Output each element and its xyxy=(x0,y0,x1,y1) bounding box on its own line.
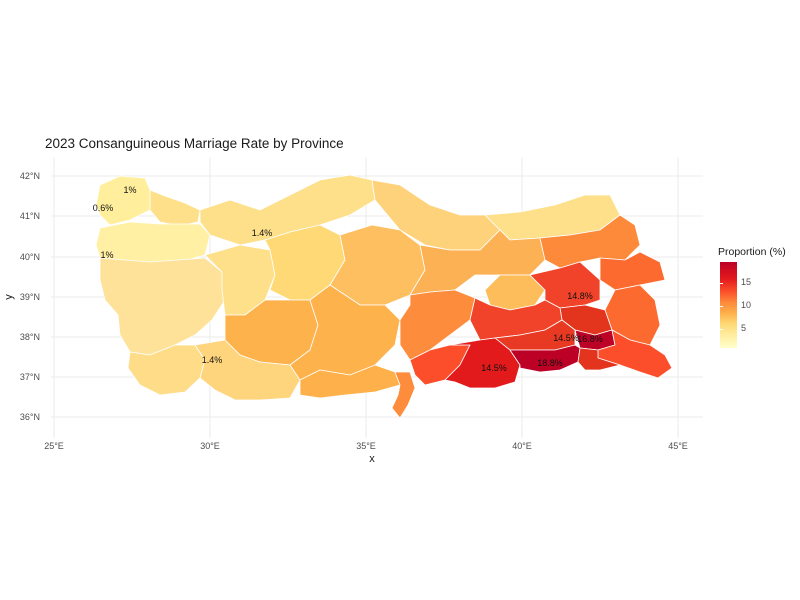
province-label: 14.8% xyxy=(567,291,593,301)
x-tick-label: 25°E xyxy=(44,441,64,451)
y-tick-label: 36°N xyxy=(20,412,40,422)
province-region-istanbul[interactable] xyxy=(149,189,201,227)
province-region-hakkari[interactable] xyxy=(597,329,673,379)
province-label: 14.5% xyxy=(553,333,579,343)
province-label: 1.4% xyxy=(202,355,223,365)
province-label: 16.8% xyxy=(577,334,603,344)
legend-title: Proportion (%) xyxy=(718,246,786,258)
y-tick-label: 42°N xyxy=(20,171,40,181)
y-tick-label: 39°N xyxy=(20,292,40,302)
province-region-black-sea-west[interactable] xyxy=(199,174,376,246)
y-tick-label: 40°N xyxy=(20,252,40,262)
province-region-antalya[interactable] xyxy=(194,339,301,401)
province-region-aegean[interactable] xyxy=(99,257,226,356)
legend-tick-label: 10 xyxy=(741,300,752,310)
x-tick-label: 35°E xyxy=(356,441,376,451)
province-region-sanliurfa[interactable] xyxy=(444,337,521,389)
province-region-marmara[interactable] xyxy=(95,221,211,263)
legend-tick-label: 5 xyxy=(741,323,747,333)
province-label: 1% xyxy=(123,185,136,195)
legend: Proportion (%) 15 10 5 xyxy=(718,246,786,348)
map-title: 2023 Consanguineous Marriage Rate by Pro… xyxy=(45,136,344,151)
province-region-sirnak[interactable] xyxy=(577,347,622,371)
legend-tick-label: 15 xyxy=(741,277,752,287)
province-label: 1.4% xyxy=(252,228,273,238)
province-label: 18.8% xyxy=(537,358,563,368)
legend-colorbar xyxy=(720,262,737,348)
province-region-bingol-mus[interactable] xyxy=(529,261,601,309)
province-label: 0.6% xyxy=(93,203,114,213)
province-region-agri-igdir[interactable] xyxy=(599,251,666,291)
province-region-malatya[interactable] xyxy=(399,289,476,361)
x-axis-title: x xyxy=(369,453,375,465)
y-axis-title: y xyxy=(3,294,15,300)
x-tick-label: 40°E xyxy=(512,441,532,451)
y-tick-label: 37°N xyxy=(20,372,40,382)
province-region-erzurum-kars[interactable] xyxy=(539,214,641,269)
y-tick-label: 38°N xyxy=(20,332,40,342)
x-tick-label: 45°E xyxy=(668,441,688,451)
province-label: 1% xyxy=(100,250,113,260)
province-label: 14.5% xyxy=(481,363,507,373)
x-tick-label: 30°E xyxy=(200,441,220,451)
province-region-hatay[interactable] xyxy=(391,371,416,419)
y-tick-label: 41°N xyxy=(20,211,40,221)
province-regions xyxy=(95,174,673,419)
